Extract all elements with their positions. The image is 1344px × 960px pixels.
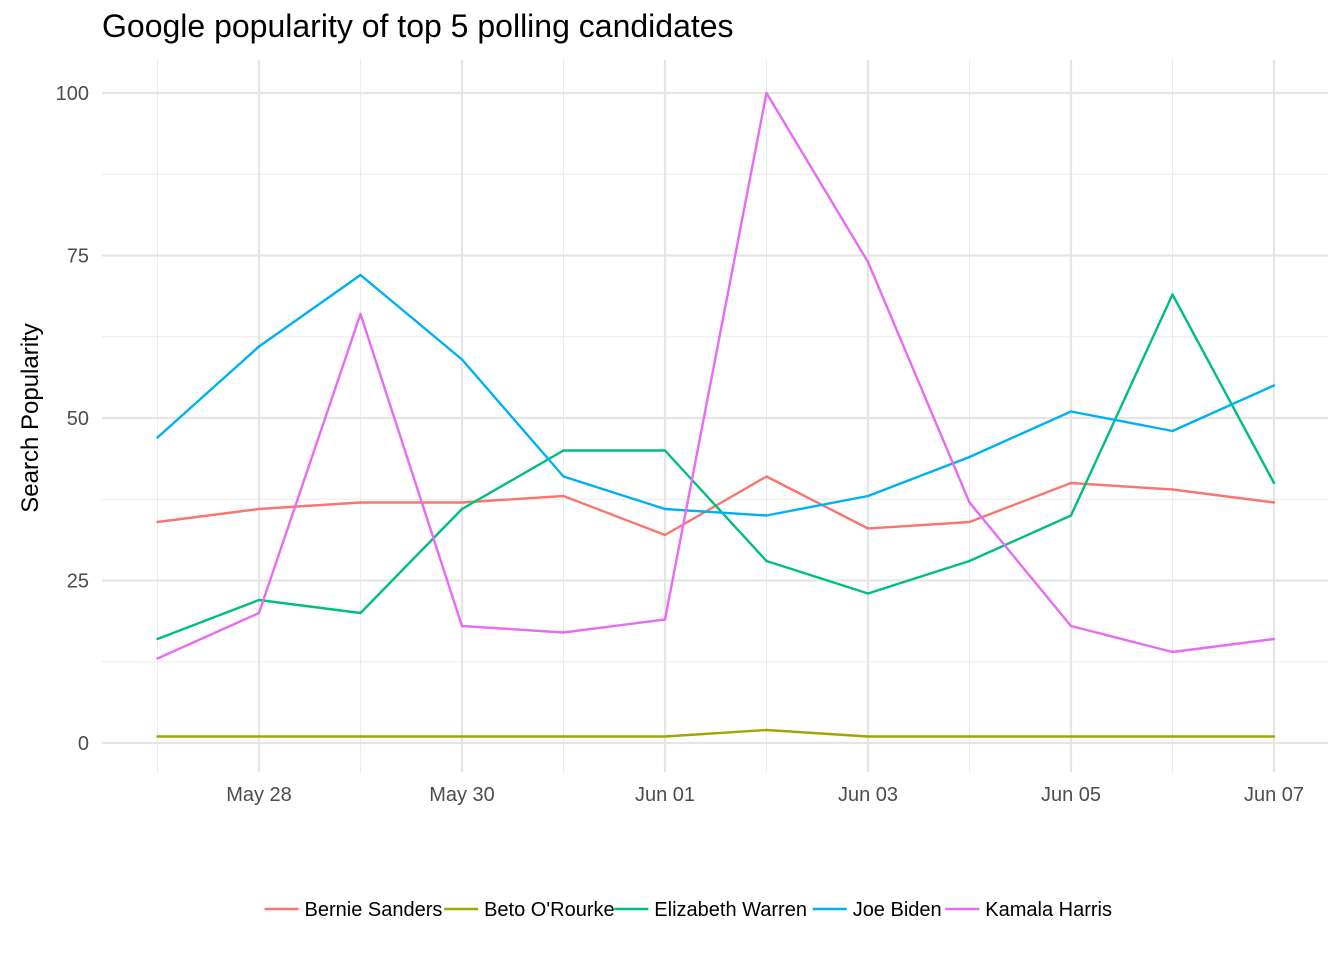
data-point-beto-o-rourke <box>765 729 767 731</box>
data-point-kamala-harris <box>461 625 463 627</box>
data-point-joe-biden <box>562 475 564 477</box>
minor-gridlines <box>102 60 1328 772</box>
x-tick-label: Jun 01 <box>635 784 695 806</box>
data-point-elizabeth-warren <box>461 508 463 510</box>
data-point-kamala-harris <box>664 618 666 620</box>
data-point-beto-o-rourke <box>664 735 666 737</box>
data-point-beto-o-rourke <box>867 735 869 737</box>
y-tick-label: 25 <box>67 571 89 593</box>
data-point-joe-biden <box>664 508 666 510</box>
y-axis-title: Search Popularity <box>17 323 44 512</box>
y-tick-label: 50 <box>67 408 89 430</box>
data-point-elizabeth-warren <box>968 560 970 562</box>
y-axis-tick-labels: 0 25 50 75 100 <box>56 83 89 755</box>
data-point-bernie-sanders <box>968 521 970 523</box>
data-point-joe-biden <box>156 436 158 438</box>
data-point-bernie-sanders <box>765 475 767 477</box>
x-tick-label: May 28 <box>226 784 292 806</box>
data-point-elizabeth-warren <box>765 560 767 562</box>
data-point-elizabeth-warren <box>867 592 869 594</box>
x-tick-label: Jun 07 <box>1244 784 1304 806</box>
x-axis-tick-labels: May 28 May 30 Jun 01 Jun 03 Jun 05 Jun 07 <box>226 784 1304 806</box>
legend-label-bernie-sanders: Bernie Sanders <box>305 899 443 921</box>
legend-label-kamala-harris: Kamala Harris <box>985 899 1112 921</box>
data-point-bernie-sanders <box>359 501 361 503</box>
x-tick-label: Jun 05 <box>1041 784 1101 806</box>
data-point-elizabeth-warren <box>359 612 361 614</box>
data-point-elizabeth-warren <box>1171 293 1173 295</box>
data-point-joe-biden <box>359 274 361 276</box>
data-point-bernie-sanders <box>1171 488 1173 490</box>
data-point-bernie-sanders <box>664 534 666 536</box>
series-lines <box>156 92 1275 738</box>
data-point-beto-o-rourke <box>258 735 260 737</box>
x-tick-label: Jun 03 <box>838 784 898 806</box>
data-point-beto-o-rourke <box>156 735 158 737</box>
data-point-kamala-harris <box>968 501 970 503</box>
data-point-bernie-sanders <box>1070 482 1072 484</box>
data-point-elizabeth-warren <box>258 599 260 601</box>
data-point-bernie-sanders <box>562 495 564 497</box>
data-point-bernie-sanders <box>867 527 869 529</box>
data-point-beto-o-rourke <box>1070 735 1072 737</box>
data-point-bernie-sanders <box>1273 501 1275 503</box>
data-point-joe-biden <box>968 456 970 458</box>
data-point-joe-biden <box>765 514 767 516</box>
data-point-elizabeth-warren <box>1273 482 1275 484</box>
legend: Bernie Sanders Beto O'Rourke Elizabeth War… <box>265 899 1113 921</box>
data-point-kamala-harris <box>867 261 869 263</box>
data-point-beto-o-rourke <box>968 735 970 737</box>
data-point-joe-biden <box>1273 384 1275 386</box>
series-line-elizabeth-warren <box>158 295 1275 640</box>
data-point-elizabeth-warren <box>664 449 666 451</box>
y-tick-label: 100 <box>56 83 89 105</box>
data-point-joe-biden <box>258 345 260 347</box>
legend-label-beto-o-rourke: Beto O'Rourke <box>484 899 615 921</box>
data-point-kamala-harris <box>765 92 767 94</box>
legend-label-joe-biden: Joe Biden <box>853 899 942 921</box>
data-point-bernie-sanders <box>156 521 158 523</box>
data-point-bernie-sanders <box>258 508 260 510</box>
data-point-kamala-harris <box>1171 651 1173 653</box>
y-tick-label: 75 <box>67 246 89 268</box>
legend-label-elizabeth-warren: Elizabeth Warren <box>654 899 807 921</box>
major-gridlines <box>102 60 1328 772</box>
data-point-elizabeth-warren <box>156 638 158 640</box>
x-tick-label: May 30 <box>429 784 495 806</box>
y-tick-label: 0 <box>78 733 89 755</box>
data-point-joe-biden <box>1171 430 1173 432</box>
data-point-kamala-harris <box>1070 625 1072 627</box>
series-line-joe-biden <box>158 275 1275 516</box>
data-point-elizabeth-warren <box>562 449 564 451</box>
data-point-joe-biden <box>1070 410 1072 412</box>
data-point-kamala-harris <box>258 612 260 614</box>
data-point-elizabeth-warren <box>1070 514 1072 516</box>
series-line-kamala-harris <box>158 93 1275 659</box>
data-point-beto-o-rourke <box>1171 735 1173 737</box>
data-point-bernie-sanders <box>461 501 463 503</box>
data-point-joe-biden <box>867 495 869 497</box>
data-point-beto-o-rourke <box>562 735 564 737</box>
data-point-kamala-harris <box>359 313 361 315</box>
data-point-joe-biden <box>461 358 463 360</box>
data-point-kamala-harris <box>156 657 158 659</box>
data-point-kamala-harris <box>562 631 564 633</box>
series-line-beto-o-rourke <box>158 730 1275 737</box>
data-point-beto-o-rourke <box>359 735 361 737</box>
data-point-beto-o-rourke <box>461 735 463 737</box>
data-point-kamala-harris <box>1273 638 1275 640</box>
data-point-beto-o-rourke <box>1273 735 1275 737</box>
